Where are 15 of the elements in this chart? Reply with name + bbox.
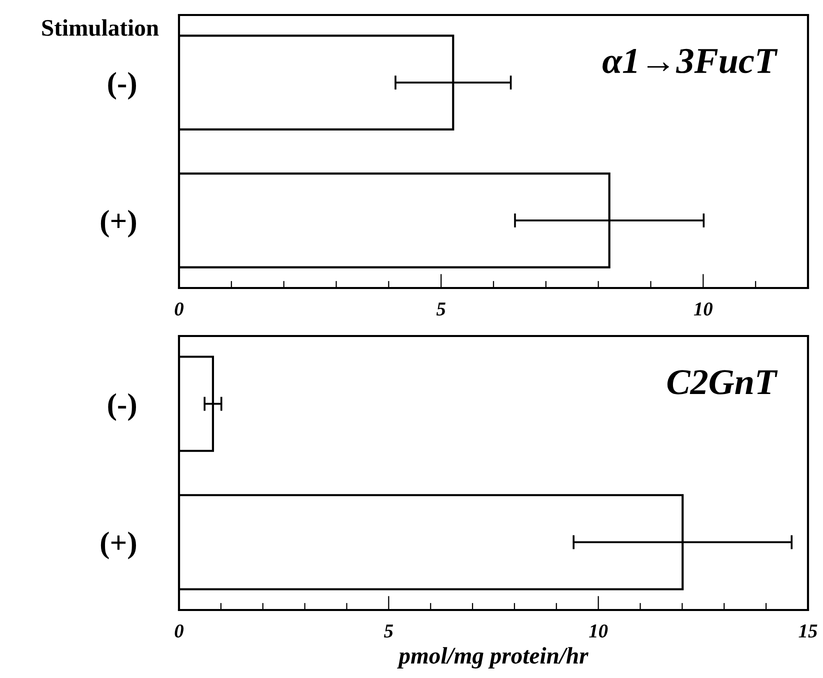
x-axis-title: pmol/mg protein/hr [397,647,588,668]
x-tick-label: 10 [694,302,713,316]
x-tick-label: 0 [174,302,184,316]
x-tick-label: 5 [436,302,446,316]
x-tick-label: 0 [174,624,184,638]
x-tick-label: 15 [798,624,818,638]
y-tick-label: (-) [108,393,136,421]
x-tick-label: 5 [384,624,394,638]
text: Stimulation [42,19,159,36]
annotation: C2GnT [667,370,778,394]
y-tick-label: (+) [100,532,136,560]
y-tick-label: (+) [100,210,136,238]
x-tick-label: 10 [589,624,608,638]
y-tick-label: (-) [108,72,136,100]
annotation: α1→3FucT [602,48,778,74]
